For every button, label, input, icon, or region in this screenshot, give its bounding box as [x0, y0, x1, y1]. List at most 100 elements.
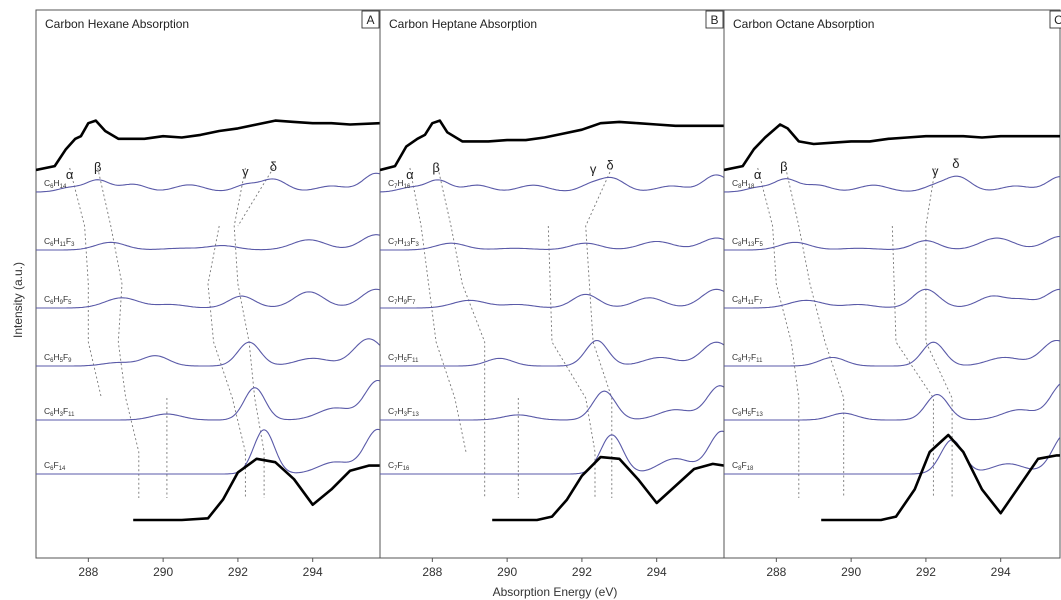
label-element: H: [397, 236, 403, 246]
panel-title: Carbon Hexane Absorption: [45, 17, 189, 31]
series-label: C7H13F3: [388, 236, 420, 248]
y-axis-label: Intensity (a.u.): [11, 262, 25, 338]
label-subscript: 9: [60, 300, 64, 306]
label-element: C: [732, 178, 738, 188]
peak-guide-line: [69, 167, 102, 399]
peak-label: β: [94, 160, 101, 175]
peak-label: δ: [270, 159, 277, 174]
series-label: C7F16: [388, 460, 410, 472]
peak-guide-line: [437, 167, 486, 498]
label-subscript: 5: [760, 242, 764, 248]
label-element: F: [751, 352, 756, 362]
panel-letter: A: [366, 13, 374, 27]
label-element: C: [732, 236, 738, 246]
series-label: C8H13F5: [732, 236, 764, 248]
label-element: H: [397, 406, 403, 416]
label-subscript: 8: [738, 184, 742, 190]
peak-label: δ: [606, 157, 613, 172]
label-element: C: [44, 294, 50, 304]
label-subscript: 7: [394, 412, 398, 418]
label-element: F: [63, 406, 68, 416]
x-tick-label: 292: [572, 565, 592, 579]
label-element: C: [44, 406, 50, 416]
series-label: C7H9F7: [388, 294, 416, 306]
label-subscript: 13: [404, 242, 411, 248]
label-subscript: 3: [416, 242, 420, 248]
spectrum-line: [724, 436, 1060, 475]
label-subscript: 5: [748, 412, 752, 418]
peak-label: γ: [932, 163, 939, 178]
panel-letter-box: [361, 10, 380, 29]
label-subscript: 7: [748, 358, 752, 364]
label-element: H: [53, 352, 59, 362]
label-subscript: 13: [748, 242, 755, 248]
spectrum-line: [36, 428, 380, 475]
spectrum-line: [380, 385, 724, 421]
label-subscript: 8: [738, 412, 742, 418]
spectrum-line: [380, 174, 724, 193]
series-label: C7H3F13: [388, 406, 420, 418]
peak-label: α: [406, 167, 414, 182]
label-element: C: [388, 178, 394, 188]
label-subscript: 5: [404, 358, 408, 364]
label-element: H: [741, 178, 747, 188]
spectrum-line: [36, 379, 380, 421]
panel-letter-box: [1049, 10, 1061, 29]
label-subscript: 5: [60, 358, 64, 364]
spectrum-line: [36, 338, 380, 367]
spectrum-line: [380, 339, 724, 367]
label-element: F: [407, 406, 412, 416]
label-element: F: [410, 236, 415, 246]
label-element: F: [741, 460, 746, 470]
x-tick-label: 294: [647, 565, 667, 579]
experimental-spectrum-bottom: [133, 457, 380, 522]
label-subscript: 6: [50, 300, 54, 306]
experimental-spectrum-bottom: [821, 433, 1060, 522]
x-tick-label: 292: [228, 565, 248, 579]
panel-letter: C: [1054, 13, 1061, 27]
peak-label: α: [66, 167, 74, 182]
peak-label: α: [754, 167, 762, 182]
label-subscript: 11: [748, 300, 755, 306]
experimental-spectrum-top: [724, 123, 1060, 172]
label-element: C: [388, 294, 394, 304]
series-label: C7H16: [388, 178, 411, 190]
label-subscript: 14: [60, 184, 67, 190]
series-label: C8H5F13: [732, 406, 764, 418]
label-element: C: [44, 178, 50, 188]
label-element: F: [407, 294, 412, 304]
label-subscript: 3: [404, 412, 408, 418]
label-element: C: [44, 460, 50, 470]
label-element: H: [53, 178, 59, 188]
label-element: H: [397, 294, 403, 304]
label-subscript: 6: [50, 412, 54, 418]
spectrum-line: [724, 235, 1060, 251]
label-subscript: 8: [738, 300, 742, 306]
peak-guide-line: [891, 225, 934, 498]
experimental-spectrum-top: [380, 119, 724, 172]
panel-letter-box: [705, 10, 724, 29]
label-subscript: 11: [412, 358, 419, 364]
plot-area: [380, 119, 724, 522]
label-element: H: [741, 294, 747, 304]
label-subscript: 13: [412, 412, 419, 418]
experimental-spectrum-top: [36, 119, 380, 172]
label-element: C: [732, 406, 738, 416]
label-subscript: 7: [394, 184, 398, 190]
label-subscript: 16: [404, 184, 411, 190]
series-label: C6H3F11: [44, 406, 75, 418]
spectrum-line: [724, 383, 1060, 421]
label-subscript: 9: [404, 300, 408, 306]
plot-frame: [723, 9, 1061, 559]
x-tick-label: 294: [991, 565, 1011, 579]
series-label: C6F14: [44, 460, 66, 472]
label-element: C: [388, 460, 394, 470]
peak-guide-line: [585, 167, 613, 498]
peak-label: γ: [590, 162, 597, 177]
spectrum-line: [380, 430, 724, 475]
label-subscript: 8: [738, 358, 742, 364]
label-element: H: [741, 406, 747, 416]
panel-letter: B: [710, 13, 718, 27]
spectrum-line: [380, 288, 724, 309]
label-subscript: 3: [71, 242, 75, 248]
